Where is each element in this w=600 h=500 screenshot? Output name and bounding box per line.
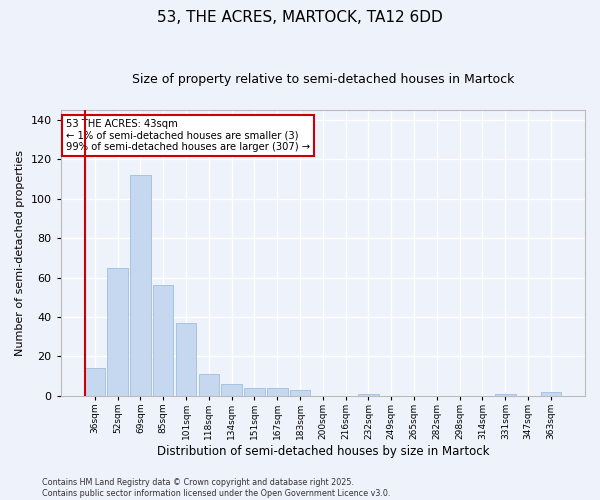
Title: Size of property relative to semi-detached houses in Martock: Size of property relative to semi-detach… bbox=[131, 72, 514, 86]
Text: 53, THE ACRES, MARTOCK, TA12 6DD: 53, THE ACRES, MARTOCK, TA12 6DD bbox=[157, 10, 443, 25]
Bar bbox=[244, 388, 265, 396]
Bar bbox=[153, 286, 173, 396]
Bar bbox=[267, 388, 287, 396]
Bar bbox=[221, 384, 242, 396]
Bar bbox=[495, 394, 515, 396]
Bar bbox=[358, 394, 379, 396]
Bar bbox=[290, 390, 310, 396]
Bar bbox=[541, 392, 561, 396]
Bar bbox=[130, 175, 151, 396]
Text: Contains HM Land Registry data © Crown copyright and database right 2025.
Contai: Contains HM Land Registry data © Crown c… bbox=[42, 478, 391, 498]
Y-axis label: Number of semi-detached properties: Number of semi-detached properties bbox=[15, 150, 25, 356]
Bar bbox=[199, 374, 219, 396]
Bar bbox=[176, 323, 196, 396]
Text: 53 THE ACRES: 43sqm
← 1% of semi-detached houses are smaller (3)
99% of semi-det: 53 THE ACRES: 43sqm ← 1% of semi-detache… bbox=[66, 119, 310, 152]
Bar bbox=[85, 368, 105, 396]
Bar bbox=[107, 268, 128, 396]
X-axis label: Distribution of semi-detached houses by size in Martock: Distribution of semi-detached houses by … bbox=[157, 444, 489, 458]
